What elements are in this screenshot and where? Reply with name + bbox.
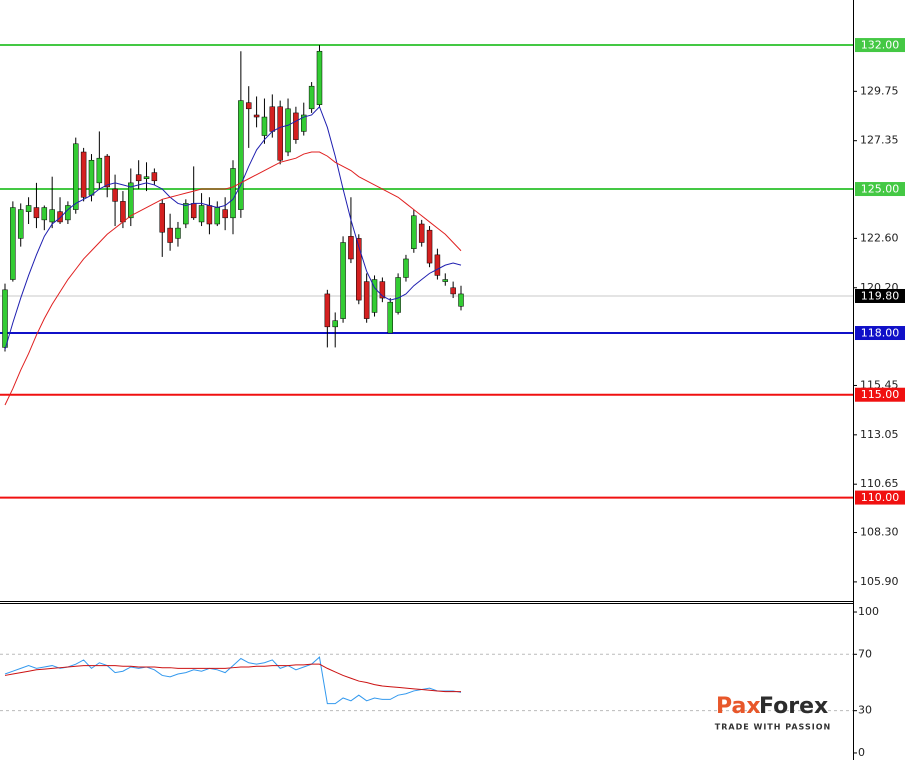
candle-body xyxy=(96,157,103,184)
candle-body xyxy=(112,188,118,202)
candle-body xyxy=(198,205,205,223)
y-tick-label: 122.60 xyxy=(860,231,899,244)
candle-body xyxy=(120,201,126,223)
candle-body xyxy=(450,287,456,295)
level-label-box xyxy=(855,387,905,402)
candle-body xyxy=(214,207,221,225)
logo-tagline: TRADE WITH PASSION xyxy=(715,723,831,732)
candle-body xyxy=(151,172,158,182)
indicator-line xyxy=(4,663,461,693)
candle-body xyxy=(395,277,401,313)
candle-body xyxy=(33,207,40,219)
logo-first: Pax xyxy=(716,694,761,719)
candle-body xyxy=(293,112,299,140)
candle-body xyxy=(277,106,283,161)
candle-body xyxy=(10,207,16,280)
candle-body xyxy=(57,211,63,223)
level-label: 115.00 xyxy=(861,388,900,401)
level-label: 110.00 xyxy=(861,491,900,504)
current-price-label: 119.80 xyxy=(861,289,900,302)
candle-body xyxy=(25,205,32,212)
level-label-box xyxy=(855,326,905,341)
candle-body xyxy=(183,203,189,225)
candle-body xyxy=(426,229,433,264)
y-tick-label: 30 xyxy=(858,704,872,717)
candle-body xyxy=(2,289,8,348)
candle-body xyxy=(418,223,425,243)
candle-body xyxy=(128,182,134,219)
candle-body xyxy=(316,50,323,105)
candle-body xyxy=(159,203,165,233)
candle-body xyxy=(285,108,291,153)
y-tick-label: 127.35 xyxy=(860,134,899,147)
candle-body xyxy=(245,102,252,110)
candle-body xyxy=(340,242,346,319)
candle-body xyxy=(17,209,24,239)
candle-body xyxy=(73,143,79,210)
candle-body xyxy=(135,174,142,182)
candle-body xyxy=(175,227,181,239)
moving-average xyxy=(4,105,462,350)
moving-average xyxy=(4,151,462,406)
candle-body xyxy=(261,116,268,136)
y-tick-label: 100 xyxy=(858,605,879,618)
y-tick-label: 110.65 xyxy=(860,477,899,490)
candle-body xyxy=(88,159,95,196)
candle-body xyxy=(442,279,449,282)
current-price-box xyxy=(855,288,905,303)
level-label: 125.00 xyxy=(861,183,900,196)
candle-body xyxy=(104,155,110,188)
candle-body xyxy=(49,209,55,223)
candle-body xyxy=(167,227,173,243)
y-tick-label: 129.75 xyxy=(860,84,899,97)
candle-body xyxy=(387,301,393,334)
candle-body xyxy=(371,279,378,313)
candle-body xyxy=(222,209,228,219)
candle-body xyxy=(348,236,354,260)
candle-body xyxy=(363,281,370,319)
y-tick-label: 105.90 xyxy=(860,575,899,588)
candle-body xyxy=(434,254,441,276)
candle-body xyxy=(403,258,409,278)
logo: Pax Forex TRADE WITH PASSION xyxy=(715,694,831,732)
y-tick-label: 70 xyxy=(858,647,872,660)
candle-body xyxy=(356,238,362,301)
candle-body xyxy=(324,293,331,328)
level-label-box xyxy=(855,490,905,505)
candle-body xyxy=(458,293,464,307)
candle-body xyxy=(41,207,48,221)
candle-body xyxy=(308,85,315,110)
y-tick-label: 0 xyxy=(858,746,865,759)
y-tick-label: 108.30 xyxy=(860,526,899,539)
candle-body xyxy=(253,114,260,118)
candle-body xyxy=(301,114,307,132)
candle-body xyxy=(190,203,197,219)
candle-body xyxy=(332,320,338,328)
candle-body xyxy=(379,281,386,299)
candle-body xyxy=(206,205,213,225)
indicator-line xyxy=(4,656,462,705)
candle-body xyxy=(230,168,236,219)
logo-second: Forex xyxy=(759,694,828,719)
y-tick-label: 113.05 xyxy=(860,428,899,441)
level-label: 132.00 xyxy=(861,39,900,52)
candle-body xyxy=(80,151,87,198)
candle-body xyxy=(269,106,276,132)
level-label: 118.00 xyxy=(861,327,900,340)
candle-body xyxy=(411,215,417,249)
level-label-box xyxy=(855,182,905,197)
level-label-box xyxy=(855,38,905,53)
candle-body xyxy=(143,176,150,179)
candle-body xyxy=(238,100,244,210)
